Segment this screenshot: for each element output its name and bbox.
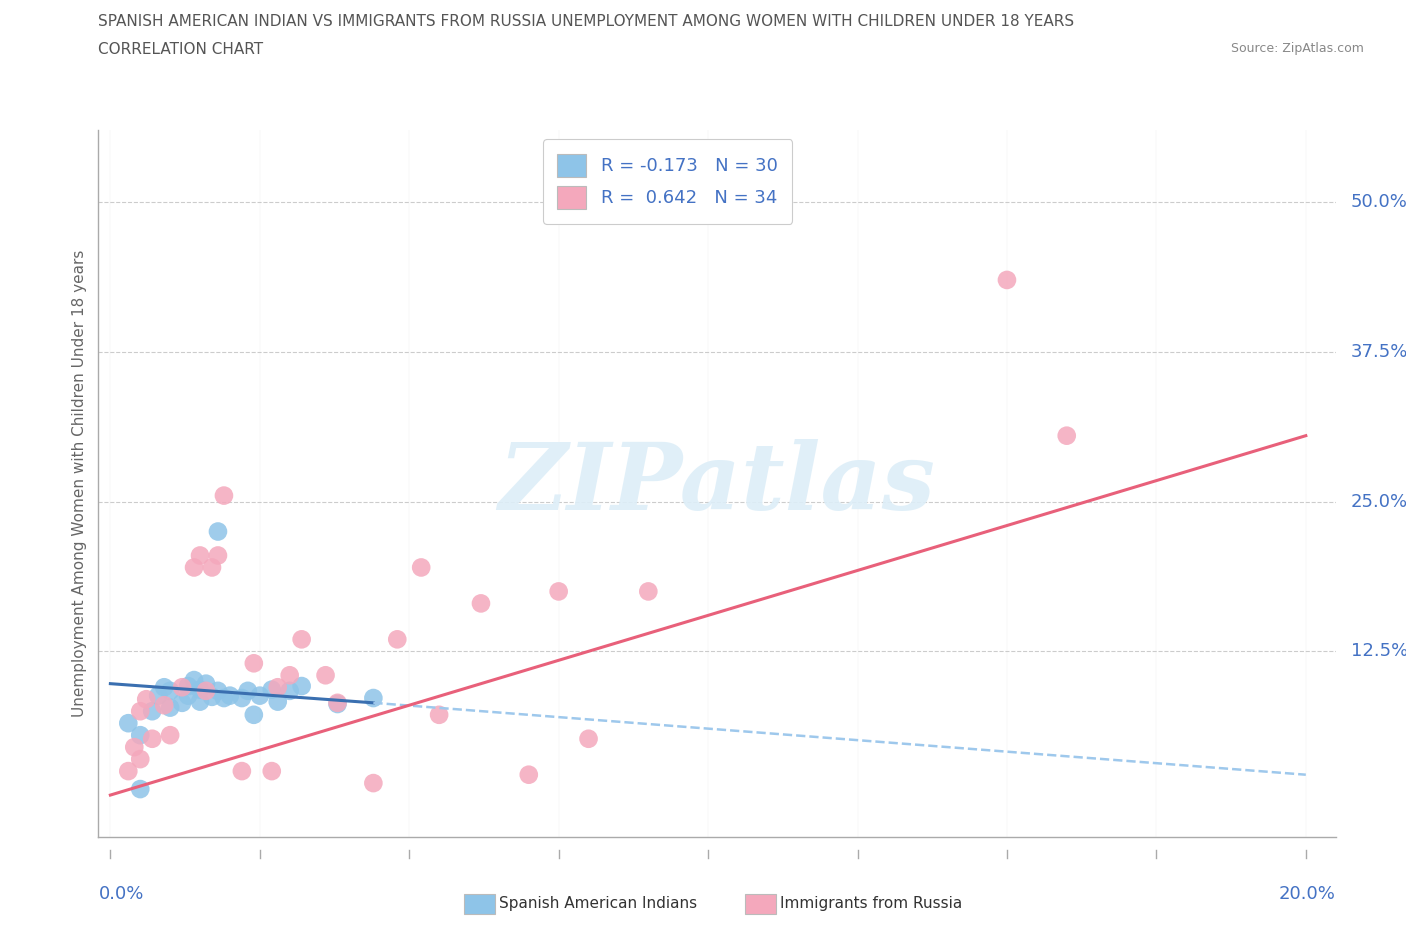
Point <box>159 684 181 698</box>
Point <box>427 708 450 723</box>
Y-axis label: Unemployment Among Women with Children Under 18 years: Unemployment Among Women with Children U… <box>72 250 87 717</box>
Point <box>470 596 492 611</box>
Point <box>387 631 409 646</box>
Text: Immigrants from Russia: Immigrants from Russia <box>780 897 963 911</box>
Point <box>188 548 211 563</box>
Text: Source: ZipAtlas.com: Source: ZipAtlas.com <box>1230 42 1364 55</box>
Point <box>219 688 242 703</box>
Point <box>153 680 176 695</box>
Point <box>195 676 218 691</box>
Point <box>207 548 229 563</box>
Point <box>363 691 385 706</box>
Point <box>129 704 152 719</box>
Point <box>291 679 314 694</box>
Text: 50.0%: 50.0% <box>1351 193 1406 211</box>
Point <box>260 764 283 778</box>
Point <box>995 272 1018 287</box>
Point <box>201 560 224 575</box>
Point <box>148 688 170 703</box>
Point <box>153 698 176 712</box>
Point <box>124 739 146 754</box>
Text: Spanish American Indians: Spanish American Indians <box>499 897 697 911</box>
Point <box>278 668 301 683</box>
Point <box>315 668 337 683</box>
Point <box>129 781 152 796</box>
Point <box>547 584 569 599</box>
Point <box>260 683 283 698</box>
Point <box>212 488 235 503</box>
Point <box>267 680 290 695</box>
Point <box>637 584 659 599</box>
Point <box>141 704 163 719</box>
Text: 0.0%: 0.0% <box>98 885 143 903</box>
Point <box>159 700 181 715</box>
Point <box>243 708 266 723</box>
Text: CORRELATION CHART: CORRELATION CHART <box>98 42 263 57</box>
Point <box>326 697 349 711</box>
Point <box>207 525 229 539</box>
Point <box>291 631 314 646</box>
Point <box>141 731 163 746</box>
Point <box>129 728 152 743</box>
Point <box>517 767 540 782</box>
Text: 25.0%: 25.0% <box>1351 493 1406 511</box>
Point <box>212 691 235 706</box>
Point <box>363 776 385 790</box>
Point <box>183 560 205 575</box>
Point <box>411 560 433 575</box>
Point <box>172 680 194 695</box>
Point <box>231 691 253 706</box>
Point <box>117 716 139 731</box>
Text: ZIPatlas: ZIPatlas <box>499 439 935 528</box>
Point <box>243 656 266 671</box>
Point <box>188 694 211 709</box>
Point <box>326 696 349 711</box>
Point <box>578 731 600 746</box>
Point <box>236 684 259 698</box>
Point <box>278 684 301 698</box>
Point <box>135 692 157 707</box>
Text: 12.5%: 12.5% <box>1351 643 1406 660</box>
Text: SPANISH AMERICAN INDIAN VS IMMIGRANTS FROM RUSSIA UNEMPLOYMENT AMONG WOMEN WITH : SPANISH AMERICAN INDIAN VS IMMIGRANTS FR… <box>98 14 1074 29</box>
Point <box>1056 428 1078 443</box>
Point <box>231 764 253 778</box>
Point <box>183 672 205 687</box>
Text: 20.0%: 20.0% <box>1279 885 1336 903</box>
Point <box>267 694 290 709</box>
Legend: R = -0.173   N = 30, R =  0.642   N = 34: R = -0.173 N = 30, R = 0.642 N = 34 <box>543 140 792 223</box>
Point <box>172 696 194 711</box>
Point <box>188 683 211 698</box>
Point <box>159 728 181 743</box>
Point <box>177 688 200 703</box>
Point <box>249 688 271 703</box>
Text: 37.5%: 37.5% <box>1351 343 1406 361</box>
Point <box>201 689 224 704</box>
Point <box>117 764 139 778</box>
Point <box>207 684 229 698</box>
Point <box>177 679 200 694</box>
Point <box>129 751 152 766</box>
Point <box>195 684 218 698</box>
